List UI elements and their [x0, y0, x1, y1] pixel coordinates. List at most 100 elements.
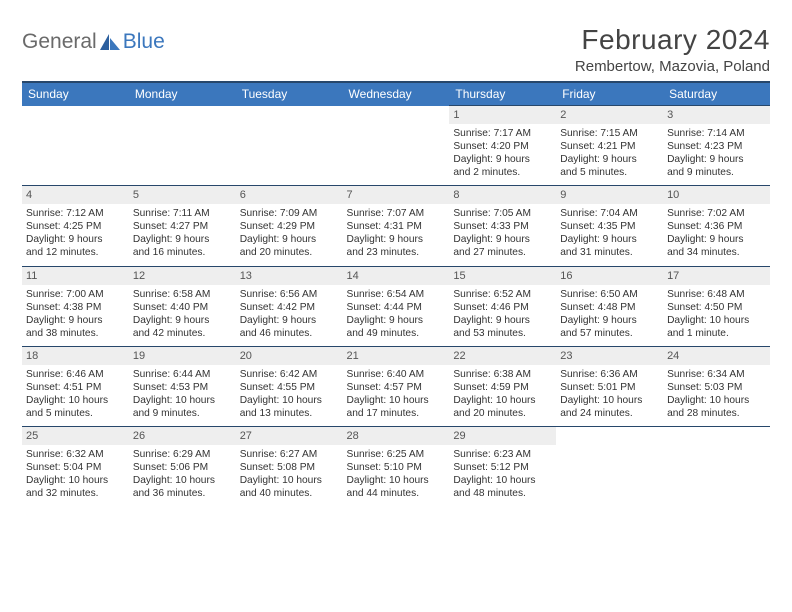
sunrise-line: Sunrise: 6:44 AM: [133, 368, 232, 381]
calendar-page: General Blue February 2024 Rembertow, Ma…: [0, 0, 792, 516]
day-number: 27: [236, 427, 343, 445]
daylight-line-2: and 38 minutes.: [26, 327, 125, 340]
sunset-line: Sunset: 4:59 PM: [453, 381, 552, 394]
day-number: 16: [556, 267, 663, 285]
sunrise-line: Sunrise: 6:42 AM: [240, 368, 339, 381]
day-number: 2: [556, 106, 663, 124]
daylight-line-1: Daylight: 10 hours: [26, 394, 125, 407]
calendar-cell: .: [129, 106, 236, 186]
day-number: 9: [556, 186, 663, 204]
day-number: 29: [449, 427, 556, 445]
sunset-line: Sunset: 4:36 PM: [667, 220, 766, 233]
daylight-line-1: Daylight: 9 hours: [453, 233, 552, 246]
daylight-line-2: and 9 minutes.: [133, 407, 232, 420]
sunset-line: Sunset: 5:12 PM: [453, 461, 552, 474]
calendar-cell: 4Sunrise: 7:12 AMSunset: 4:25 PMDaylight…: [22, 186, 129, 266]
daylight-line-2: and 40 minutes.: [240, 487, 339, 500]
day-number: 14: [343, 267, 450, 285]
daylight-line-1: Daylight: 10 hours: [26, 474, 125, 487]
daylight-line-2: and 2 minutes.: [453, 166, 552, 179]
day-number: 18: [22, 347, 129, 365]
calendar-cell: 13Sunrise: 6:56 AMSunset: 4:42 PMDayligh…: [236, 266, 343, 346]
logo: General Blue: [22, 24, 165, 54]
sunset-line: Sunset: 4:23 PM: [667, 140, 766, 153]
header-row: General Blue February 2024 Rembertow, Ma…: [22, 24, 770, 75]
sunrise-line: Sunrise: 7:05 AM: [453, 207, 552, 220]
daylight-line-2: and 24 minutes.: [560, 407, 659, 420]
calendar-cell: 22Sunrise: 6:38 AMSunset: 4:59 PMDayligh…: [449, 346, 556, 426]
calendar-cell: 9Sunrise: 7:04 AMSunset: 4:35 PMDaylight…: [556, 186, 663, 266]
sunset-line: Sunset: 4:29 PM: [240, 220, 339, 233]
daylight-line-2: and 5 minutes.: [560, 166, 659, 179]
weekday-header: Wednesday: [343, 82, 450, 106]
sunrise-line: Sunrise: 6:36 AM: [560, 368, 659, 381]
sunset-line: Sunset: 5:06 PM: [133, 461, 232, 474]
sunrise-line: Sunrise: 7:04 AM: [560, 207, 659, 220]
calendar-cell: 2Sunrise: 7:15 AMSunset: 4:21 PMDaylight…: [556, 106, 663, 186]
daylight-line-1: Daylight: 10 hours: [133, 394, 232, 407]
daylight-line-2: and 27 minutes.: [453, 246, 552, 259]
daylight-line-1: Daylight: 10 hours: [133, 474, 232, 487]
sunset-line: Sunset: 4:38 PM: [26, 301, 125, 314]
daylight-line-1: Daylight: 10 hours: [240, 394, 339, 407]
day-number: 3: [663, 106, 770, 124]
day-number: 19: [129, 347, 236, 365]
calendar-header: SundayMondayTuesdayWednesdayThursdayFrid…: [22, 82, 770, 106]
weekday-header: Saturday: [663, 82, 770, 106]
title-block: February 2024 Rembertow, Mazovia, Poland: [575, 24, 770, 75]
daylight-line-1: Daylight: 10 hours: [667, 314, 766, 327]
daylight-line-2: and 13 minutes.: [240, 407, 339, 420]
day-number: 1: [449, 106, 556, 124]
daylight-line-2: and 49 minutes.: [347, 327, 446, 340]
daylight-line-1: Daylight: 10 hours: [347, 474, 446, 487]
calendar-cell: 6Sunrise: 7:09 AMSunset: 4:29 PMDaylight…: [236, 186, 343, 266]
sunset-line: Sunset: 5:08 PM: [240, 461, 339, 474]
calendar-cell: 28Sunrise: 6:25 AMSunset: 5:10 PMDayligh…: [343, 427, 450, 507]
sunrise-line: Sunrise: 6:34 AM: [667, 368, 766, 381]
sunrise-line: Sunrise: 6:50 AM: [560, 288, 659, 301]
calendar-cell: 14Sunrise: 6:54 AMSunset: 4:44 PMDayligh…: [343, 266, 450, 346]
daylight-line-1: Daylight: 9 hours: [667, 153, 766, 166]
day-number: 24: [663, 347, 770, 365]
daylight-line-1: Daylight: 10 hours: [240, 474, 339, 487]
daylight-line-1: Daylight: 9 hours: [347, 314, 446, 327]
calendar-cell: 11Sunrise: 7:00 AMSunset: 4:38 PMDayligh…: [22, 266, 129, 346]
daylight-line-2: and 28 minutes.: [667, 407, 766, 420]
daylight-line-1: Daylight: 9 hours: [453, 153, 552, 166]
daylight-line-2: and 17 minutes.: [347, 407, 446, 420]
calendar-cell: 5Sunrise: 7:11 AMSunset: 4:27 PMDaylight…: [129, 186, 236, 266]
calendar-cell: 1Sunrise: 7:17 AMSunset: 4:20 PMDaylight…: [449, 106, 556, 186]
sunset-line: Sunset: 4:35 PM: [560, 220, 659, 233]
sunset-line: Sunset: 4:57 PM: [347, 381, 446, 394]
daylight-line-2: and 44 minutes.: [347, 487, 446, 500]
daylight-line-1: Daylight: 9 hours: [133, 314, 232, 327]
daylight-line-2: and 48 minutes.: [453, 487, 552, 500]
sunset-line: Sunset: 4:25 PM: [26, 220, 125, 233]
day-number: 10: [663, 186, 770, 204]
daylight-line-1: Daylight: 10 hours: [347, 394, 446, 407]
calendar-cell: 12Sunrise: 6:58 AMSunset: 4:40 PMDayligh…: [129, 266, 236, 346]
sunrise-line: Sunrise: 7:09 AM: [240, 207, 339, 220]
calendar-cell: 10Sunrise: 7:02 AMSunset: 4:36 PMDayligh…: [663, 186, 770, 266]
daylight-line-2: and 34 minutes.: [667, 246, 766, 259]
calendar-cell: 27Sunrise: 6:27 AMSunset: 5:08 PMDayligh…: [236, 427, 343, 507]
calendar-cell: 20Sunrise: 6:42 AMSunset: 4:55 PMDayligh…: [236, 346, 343, 426]
sunset-line: Sunset: 4:50 PM: [667, 301, 766, 314]
sunrise-line: Sunrise: 6:48 AM: [667, 288, 766, 301]
sunrise-line: Sunrise: 6:25 AM: [347, 448, 446, 461]
daylight-line-1: Daylight: 9 hours: [26, 233, 125, 246]
calendar-cell: 8Sunrise: 7:05 AMSunset: 4:33 PMDaylight…: [449, 186, 556, 266]
page-title: February 2024: [575, 24, 770, 56]
calendar-cell: 29Sunrise: 6:23 AMSunset: 5:12 PMDayligh…: [449, 427, 556, 507]
sunrise-line: Sunrise: 6:38 AM: [453, 368, 552, 381]
calendar-cell: .: [343, 106, 450, 186]
sunset-line: Sunset: 4:27 PM: [133, 220, 232, 233]
sunrise-line: Sunrise: 6:58 AM: [133, 288, 232, 301]
sunrise-line: Sunrise: 6:54 AM: [347, 288, 446, 301]
calendar-cell: 18Sunrise: 6:46 AMSunset: 4:51 PMDayligh…: [22, 346, 129, 426]
daylight-line-1: Daylight: 10 hours: [453, 474, 552, 487]
sail-icon: [99, 33, 121, 51]
calendar-cell: 7Sunrise: 7:07 AMSunset: 4:31 PMDaylight…: [343, 186, 450, 266]
daylight-line-2: and 32 minutes.: [26, 487, 125, 500]
daylight-line-1: Daylight: 10 hours: [667, 394, 766, 407]
